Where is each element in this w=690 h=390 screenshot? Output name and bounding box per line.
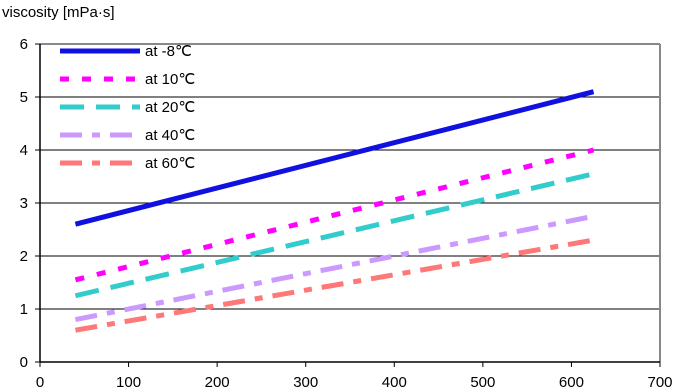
x-tick-label-200: 200 bbox=[205, 374, 230, 390]
series-lines bbox=[74, 89, 595, 333]
y-tick-label-1: 1 bbox=[20, 301, 28, 318]
x-tick-label-500: 500 bbox=[470, 374, 495, 390]
gridlines bbox=[40, 96, 660, 310]
y-tick-label-3: 3 bbox=[20, 195, 28, 212]
axes bbox=[35, 43, 661, 367]
x-tick-label-600: 600 bbox=[559, 374, 584, 390]
series-line-3 bbox=[74, 213, 595, 323]
y-tick-label-2: 2 bbox=[20, 248, 28, 265]
legend-label-2: at 20℃ bbox=[145, 99, 195, 116]
y-tick-label-0: 0 bbox=[20, 354, 28, 371]
legend-label-4: at 60℃ bbox=[145, 155, 195, 172]
y-tick-label-6: 6 bbox=[20, 36, 28, 53]
series-line-0 bbox=[74, 89, 595, 227]
legend: at -8℃ at 10℃ at 20℃ at 40℃ at 60℃ bbox=[60, 43, 195, 172]
x-tick-label-300: 300 bbox=[293, 374, 318, 390]
x-tick-label-0: 0 bbox=[36, 374, 44, 390]
legend-label-3: at 40℃ bbox=[145, 127, 195, 144]
y-axis-label: viscosity [mPa·s] bbox=[2, 4, 115, 21]
y-tick-label-5: 5 bbox=[20, 89, 28, 106]
legend-label-0: at -8℃ bbox=[145, 43, 192, 60]
x-tick-label-100: 100 bbox=[116, 374, 141, 390]
legend-label-1: at 10℃ bbox=[145, 71, 195, 88]
series-line-4 bbox=[75, 237, 594, 333]
x-tick-label-700: 700 bbox=[647, 374, 672, 390]
y-tick-label-4: 4 bbox=[20, 142, 28, 159]
x-tick-label-400: 400 bbox=[382, 374, 407, 390]
tick-labels: 0 1 2 3 4 5 6 0 100 200 300 400 500 600 700 bbox=[20, 36, 673, 390]
series-line-2 bbox=[74, 171, 595, 299]
series-line-1 bbox=[74, 147, 595, 283]
